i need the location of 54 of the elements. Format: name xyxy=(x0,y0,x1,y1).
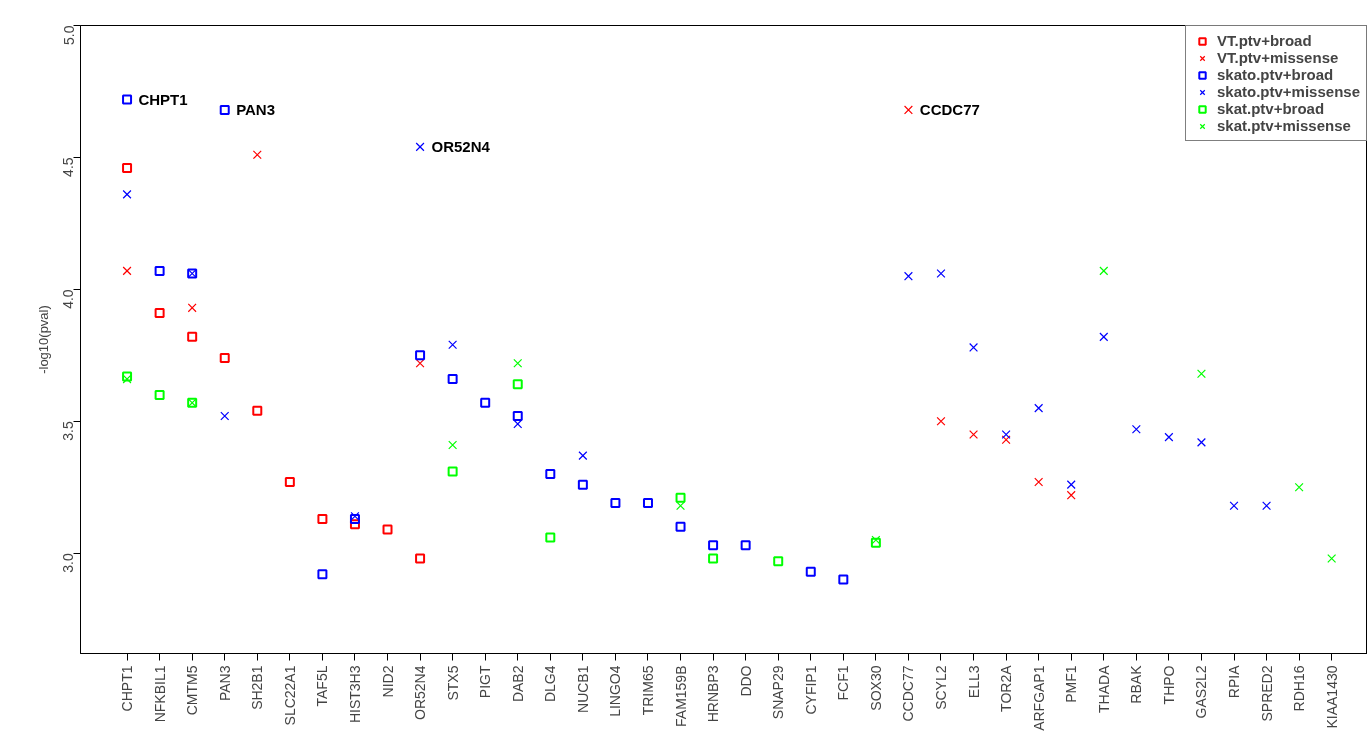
x-tick-label: RDH16 xyxy=(1291,665,1308,712)
x-tick-label: DLG4 xyxy=(542,665,559,703)
x-tick-label: PAN3 xyxy=(216,665,233,702)
x-tick-label: CHPT1 xyxy=(119,665,136,712)
annotation: PAN3 xyxy=(236,101,276,119)
y-tick-label: 3.0 xyxy=(60,553,77,573)
x-tick-label: FCF1 xyxy=(835,665,852,701)
x-tick-label: TRIM65 xyxy=(639,665,656,716)
y-tick-label: 5.0 xyxy=(60,25,77,45)
x-tick-label: NID2 xyxy=(379,665,396,698)
x-tick-label: SNAP29 xyxy=(770,665,787,720)
x-tick-label: FAM159B xyxy=(672,665,689,727)
x-tick-label: ELL3 xyxy=(965,665,982,699)
x-tick-label: CYFIP1 xyxy=(802,665,819,715)
legend-label: skato.ptv+broad xyxy=(1217,66,1334,83)
x-tick-label: HRNBP3 xyxy=(705,665,722,723)
x-tick-label: SLC22A1 xyxy=(281,665,298,726)
x-tick-label: CMTM5 xyxy=(184,665,201,716)
legend-label: skat.ptv+broad xyxy=(1217,100,1325,117)
x-tick-label: THADA xyxy=(1095,664,1112,713)
x-tick-label: DDO xyxy=(737,665,754,697)
x-tick-label: THPO xyxy=(1160,665,1177,705)
x-tick-label: SPRED2 xyxy=(1258,665,1275,722)
y-tick-label: 3.5 xyxy=(60,421,77,441)
annotation: CCDC77 xyxy=(919,101,980,119)
x-tick-label: NUCB1 xyxy=(574,665,591,713)
x-tick-label: SOX30 xyxy=(867,665,884,711)
x-tick-label: PIGT xyxy=(477,665,494,699)
x-tick-label: STX5 xyxy=(444,665,461,701)
x-tick-label: HIST3H3 xyxy=(346,665,363,724)
x-tick-label: SCYL2 xyxy=(933,665,949,710)
annotation: CHPT1 xyxy=(138,90,188,108)
legend-label: skato.ptv+missense xyxy=(1217,83,1360,100)
x-tick-label: NFKBIL1 xyxy=(151,665,168,723)
legend-label: skat.ptv+missense xyxy=(1217,117,1351,134)
x-tick-label: DAB2 xyxy=(509,665,526,703)
x-tick-label: TOR2A xyxy=(998,664,1015,712)
x-tick-label: CCDC77 xyxy=(900,665,917,722)
x-tick-label: TAF5L xyxy=(314,665,331,707)
x-tick-label: OR52N4 xyxy=(412,665,429,720)
x-tick-label: LINGO4 xyxy=(607,665,624,717)
x-tick-label: RBAK xyxy=(1128,664,1145,704)
y-tick-label: 4.0 xyxy=(60,289,77,309)
legend-label: VT.ptv+missense xyxy=(1217,49,1339,66)
legend-label: VT.ptv+broad xyxy=(1217,32,1312,49)
x-tick-label: SH2B1 xyxy=(249,665,266,710)
annotation: OR52N4 xyxy=(431,138,491,156)
x-tick-label: ARFGAP1 xyxy=(1030,665,1047,731)
y-tick-label: 4.5 xyxy=(60,157,77,177)
x-tick-label: KIAA1430 xyxy=(1323,665,1340,729)
x-tick-label: RPIA xyxy=(1226,664,1243,699)
x-tick-label: GAS2L2 xyxy=(1193,665,1210,719)
x-tick-label: PMF1 xyxy=(1063,665,1080,703)
y-axis-title: -log10(pval) xyxy=(35,305,51,374)
